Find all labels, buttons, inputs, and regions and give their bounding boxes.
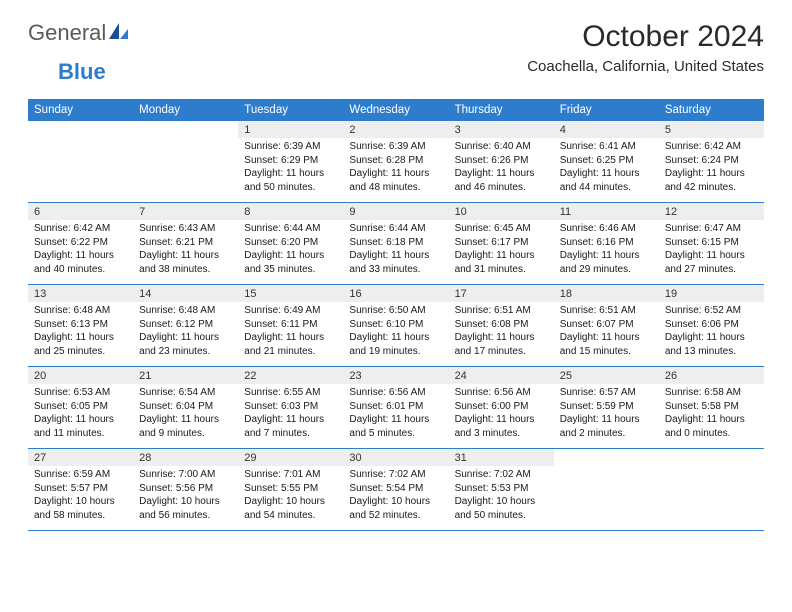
day-info-cell: Sunrise: 6:51 AMSunset: 6:08 PMDaylight:… xyxy=(449,302,554,367)
day-info-cell: Sunrise: 6:39 AMSunset: 6:29 PMDaylight:… xyxy=(238,138,343,203)
day-number-cell: 1 xyxy=(238,121,343,138)
day-number-cell: 29 xyxy=(238,449,343,466)
day-info-cell: Sunrise: 6:51 AMSunset: 6:07 PMDaylight:… xyxy=(554,302,659,367)
day-number-cell: 31 xyxy=(449,449,554,466)
day-number-cell: 30 xyxy=(343,449,448,466)
day-info-cell: Sunrise: 6:53 AMSunset: 6:05 PMDaylight:… xyxy=(28,384,133,449)
week-separator xyxy=(28,531,764,532)
weekday-header: Wednesday xyxy=(343,99,448,121)
weekday-header: Saturday xyxy=(659,99,764,121)
day-number-cell: 4 xyxy=(554,121,659,138)
day-info-row: Sunrise: 6:42 AMSunset: 6:22 PMDaylight:… xyxy=(28,220,764,285)
day-number-row: 12345 xyxy=(28,121,764,138)
brand-logo: General xyxy=(28,20,132,46)
day-info-cell: Sunrise: 7:02 AMSunset: 5:54 PMDaylight:… xyxy=(343,466,448,531)
day-info-cell: Sunrise: 6:45 AMSunset: 6:17 PMDaylight:… xyxy=(449,220,554,285)
day-number-cell: 2 xyxy=(343,121,448,138)
day-number-cell: 11 xyxy=(554,203,659,220)
day-info-cell: Sunrise: 6:42 AMSunset: 6:24 PMDaylight:… xyxy=(659,138,764,203)
day-info-cell xyxy=(554,466,659,531)
day-info-cell: Sunrise: 6:58 AMSunset: 5:58 PMDaylight:… xyxy=(659,384,764,449)
day-info-cell: Sunrise: 6:56 AMSunset: 6:00 PMDaylight:… xyxy=(449,384,554,449)
day-number-cell: 17 xyxy=(449,285,554,302)
brand-part1: General xyxy=(28,20,106,46)
day-number-cell: 22 xyxy=(238,367,343,384)
day-info-row: Sunrise: 6:53 AMSunset: 6:05 PMDaylight:… xyxy=(28,384,764,449)
day-number-row: 2728293031 xyxy=(28,449,764,466)
weekday-header-row: SundayMondayTuesdayWednesdayThursdayFrid… xyxy=(28,99,764,121)
day-info-cell: Sunrise: 6:41 AMSunset: 6:25 PMDaylight:… xyxy=(554,138,659,203)
day-info-cell: Sunrise: 6:43 AMSunset: 6:21 PMDaylight:… xyxy=(133,220,238,285)
day-info-cell xyxy=(28,138,133,203)
day-info-cell: Sunrise: 6:50 AMSunset: 6:10 PMDaylight:… xyxy=(343,302,448,367)
day-number-cell xyxy=(133,121,238,138)
title-block: October 2024 Coachella, California, Unit… xyxy=(527,20,764,75)
day-info-cell: Sunrise: 6:57 AMSunset: 5:59 PMDaylight:… xyxy=(554,384,659,449)
day-info-cell: Sunrise: 7:00 AMSunset: 5:56 PMDaylight:… xyxy=(133,466,238,531)
day-number-cell: 28 xyxy=(133,449,238,466)
day-number-cell: 21 xyxy=(133,367,238,384)
day-number-cell xyxy=(28,121,133,138)
day-number-cell: 7 xyxy=(133,203,238,220)
weekday-header: Friday xyxy=(554,99,659,121)
day-number-cell: 20 xyxy=(28,367,133,384)
day-number-cell: 3 xyxy=(449,121,554,138)
day-info-cell: Sunrise: 7:01 AMSunset: 5:55 PMDaylight:… xyxy=(238,466,343,531)
day-info-cell: Sunrise: 6:49 AMSunset: 6:11 PMDaylight:… xyxy=(238,302,343,367)
day-info-cell: Sunrise: 6:56 AMSunset: 6:01 PMDaylight:… xyxy=(343,384,448,449)
day-number-cell: 12 xyxy=(659,203,764,220)
day-number-cell: 25 xyxy=(554,367,659,384)
month-title: October 2024 xyxy=(527,20,764,54)
day-number-cell: 18 xyxy=(554,285,659,302)
day-number-cell: 27 xyxy=(28,449,133,466)
weekday-header: Tuesday xyxy=(238,99,343,121)
day-number-cell: 9 xyxy=(343,203,448,220)
day-number-cell: 10 xyxy=(449,203,554,220)
brand-sail-icon xyxy=(108,21,130,46)
day-info-cell xyxy=(133,138,238,203)
day-number-cell: 23 xyxy=(343,367,448,384)
day-info-cell: Sunrise: 7:02 AMSunset: 5:53 PMDaylight:… xyxy=(449,466,554,531)
day-info-cell: Sunrise: 6:47 AMSunset: 6:15 PMDaylight:… xyxy=(659,220,764,285)
day-info-cell: Sunrise: 6:52 AMSunset: 6:06 PMDaylight:… xyxy=(659,302,764,367)
day-number-cell: 13 xyxy=(28,285,133,302)
day-number-cell xyxy=(659,449,764,466)
day-info-cell: Sunrise: 6:46 AMSunset: 6:16 PMDaylight:… xyxy=(554,220,659,285)
day-number-row: 6789101112 xyxy=(28,203,764,220)
day-info-row: Sunrise: 6:39 AMSunset: 6:29 PMDaylight:… xyxy=(28,138,764,203)
calendar-table: SundayMondayTuesdayWednesdayThursdayFrid… xyxy=(28,99,764,531)
day-number-cell: 8 xyxy=(238,203,343,220)
day-info-cell: Sunrise: 6:55 AMSunset: 6:03 PMDaylight:… xyxy=(238,384,343,449)
day-number-cell: 5 xyxy=(659,121,764,138)
day-info-row: Sunrise: 6:59 AMSunset: 5:57 PMDaylight:… xyxy=(28,466,764,531)
weekday-header: Monday xyxy=(133,99,238,121)
day-number-cell: 24 xyxy=(449,367,554,384)
day-number-cell: 6 xyxy=(28,203,133,220)
day-number-cell: 14 xyxy=(133,285,238,302)
day-info-cell: Sunrise: 6:39 AMSunset: 6:28 PMDaylight:… xyxy=(343,138,448,203)
location: Coachella, California, United States xyxy=(527,58,764,75)
day-number-cell xyxy=(554,449,659,466)
day-info-row: Sunrise: 6:48 AMSunset: 6:13 PMDaylight:… xyxy=(28,302,764,367)
day-number-cell: 26 xyxy=(659,367,764,384)
day-number-cell: 16 xyxy=(343,285,448,302)
day-info-cell: Sunrise: 6:54 AMSunset: 6:04 PMDaylight:… xyxy=(133,384,238,449)
weekday-header: Sunday xyxy=(28,99,133,121)
day-number-row: 20212223242526 xyxy=(28,367,764,384)
day-info-cell: Sunrise: 6:59 AMSunset: 5:57 PMDaylight:… xyxy=(28,466,133,531)
day-number-cell: 19 xyxy=(659,285,764,302)
day-info-cell xyxy=(659,466,764,531)
day-info-cell: Sunrise: 6:48 AMSunset: 6:12 PMDaylight:… xyxy=(133,302,238,367)
day-info-cell: Sunrise: 6:44 AMSunset: 6:18 PMDaylight:… xyxy=(343,220,448,285)
brand-part2: Blue xyxy=(58,59,106,84)
weekday-header: Thursday xyxy=(449,99,554,121)
day-info-cell: Sunrise: 6:48 AMSunset: 6:13 PMDaylight:… xyxy=(28,302,133,367)
day-info-cell: Sunrise: 6:44 AMSunset: 6:20 PMDaylight:… xyxy=(238,220,343,285)
day-number-cell: 15 xyxy=(238,285,343,302)
day-number-row: 13141516171819 xyxy=(28,285,764,302)
day-info-cell: Sunrise: 6:40 AMSunset: 6:26 PMDaylight:… xyxy=(449,138,554,203)
day-info-cell: Sunrise: 6:42 AMSunset: 6:22 PMDaylight:… xyxy=(28,220,133,285)
